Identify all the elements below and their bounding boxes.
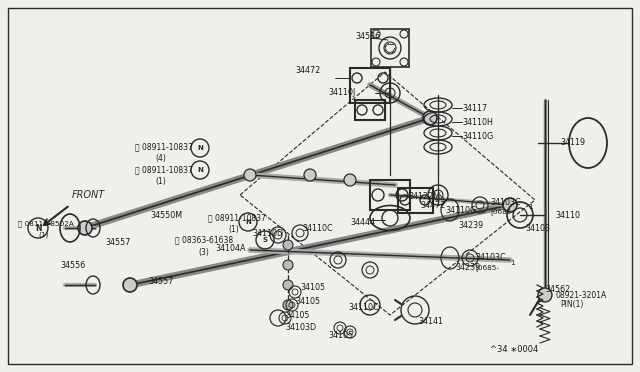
- Circle shape: [123, 278, 137, 292]
- Text: 34103C: 34103C: [475, 253, 506, 263]
- Circle shape: [503, 198, 517, 212]
- Text: N: N: [197, 167, 203, 173]
- Text: (3): (3): [198, 247, 209, 257]
- Text: 34105: 34105: [295, 298, 320, 307]
- Text: ⍰ 08911-10837: ⍰ 08911-10837: [135, 166, 193, 174]
- Text: 34110D: 34110D: [252, 228, 283, 237]
- Text: 34556: 34556: [60, 260, 85, 269]
- Text: FRONT: FRONT: [72, 190, 105, 200]
- Text: Ⓑ 08110-8502A: Ⓑ 08110-8502A: [18, 221, 74, 227]
- Text: ⍰ 08911-10837: ⍰ 08911-10837: [135, 142, 193, 151]
- Bar: [355, 100, 385, 120]
- Text: 34119: 34119: [560, 138, 585, 147]
- Bar: [350, 68, 390, 103]
- Text: 34550M: 34550M: [150, 211, 182, 219]
- Text: N: N: [245, 219, 251, 225]
- Circle shape: [283, 240, 293, 250]
- Bar: [370, 180, 410, 210]
- Bar: [398, 188, 433, 213]
- Circle shape: [304, 169, 316, 181]
- Text: N: N: [197, 145, 203, 151]
- Text: 34239: 34239: [455, 263, 480, 272]
- Text: 34105: 34105: [328, 330, 353, 340]
- Text: PIN(1): PIN(1): [560, 301, 584, 310]
- Text: 34103: 34103: [525, 224, 550, 232]
- Text: 34110J: 34110J: [328, 87, 355, 96]
- Text: 34110: 34110: [555, 211, 580, 219]
- Text: 34444: 34444: [350, 218, 375, 227]
- Text: 34104A: 34104A: [215, 244, 246, 253]
- Text: (1): (1): [155, 176, 166, 186]
- Text: 34110C: 34110C: [348, 304, 379, 312]
- Circle shape: [344, 174, 356, 186]
- Text: N: N: [35, 224, 41, 232]
- Text: 08921-3201A: 08921-3201A: [555, 291, 606, 299]
- Text: 34557: 34557: [148, 278, 173, 286]
- Text: ⍰ 08911-10837: ⍰ 08911-10837: [208, 214, 266, 222]
- Text: 34105: 34105: [285, 311, 309, 320]
- Text: 34103D: 34103D: [285, 324, 316, 333]
- Circle shape: [283, 260, 293, 270]
- Text: 34557: 34557: [105, 237, 131, 247]
- Text: [0685-: [0685-: [475, 264, 499, 272]
- Circle shape: [283, 300, 293, 310]
- Text: (1): (1): [38, 232, 48, 238]
- Circle shape: [423, 111, 437, 125]
- Text: 34103C: 34103C: [490, 198, 520, 206]
- Text: 34117: 34117: [462, 103, 487, 112]
- Text: 34472: 34472: [295, 65, 320, 74]
- Text: S: S: [262, 237, 268, 243]
- Circle shape: [78, 221, 92, 235]
- Text: 1: 1: [510, 260, 515, 266]
- Text: 34110C: 34110C: [302, 224, 333, 232]
- Circle shape: [283, 280, 293, 290]
- Bar: [371, 29, 409, 67]
- Text: 1: 1: [528, 204, 532, 210]
- Text: 34239: 34239: [458, 221, 483, 230]
- Text: 34141: 34141: [418, 317, 443, 327]
- Text: (1): (1): [228, 224, 239, 234]
- Text: 34562: 34562: [545, 285, 570, 295]
- Text: 34110G: 34110G: [462, 131, 493, 141]
- Text: 34122M: 34122M: [408, 192, 440, 201]
- Text: 34472: 34472: [420, 201, 445, 209]
- Circle shape: [244, 169, 256, 181]
- Text: 34110H: 34110H: [462, 118, 493, 126]
- Text: (4): (4): [155, 154, 166, 163]
- Circle shape: [538, 288, 552, 302]
- Text: 34105: 34105: [300, 283, 325, 292]
- Text: [0685-: [0685-: [490, 209, 514, 215]
- Text: 34110G: 34110G: [445, 205, 476, 215]
- Text: Ⓢ 08363-61638: Ⓢ 08363-61638: [175, 235, 233, 244]
- Text: 34536: 34536: [355, 32, 380, 41]
- Text: ^34 ∗0004: ^34 ∗0004: [490, 346, 538, 355]
